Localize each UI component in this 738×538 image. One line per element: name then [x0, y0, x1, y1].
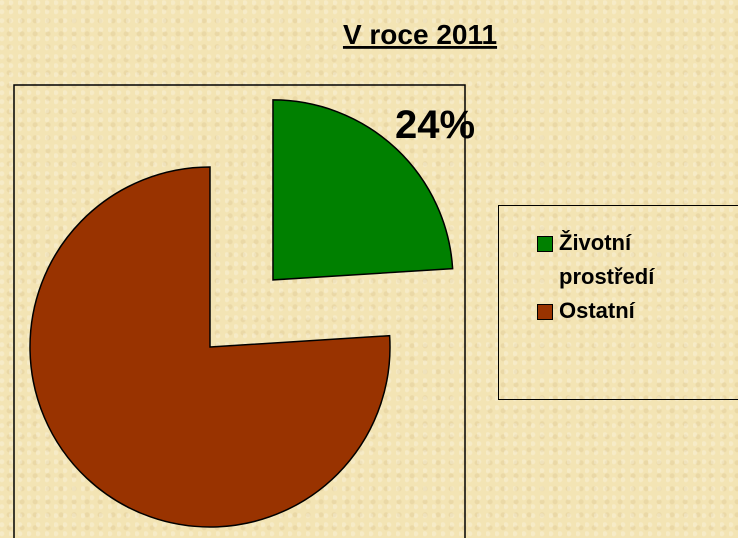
legend-label: Ostatní: [559, 298, 635, 323]
chart-title: V roce 2011: [343, 19, 497, 50]
data-label: 24%: [395, 103, 475, 147]
legend-label: Životní prostředí: [559, 230, 655, 289]
legend: Životní prostředí Ostatní: [498, 205, 738, 400]
legend-swatch: [537, 304, 553, 320]
legend-swatch: [537, 236, 553, 252]
plot-area: [13, 84, 466, 538]
pie-slice: [29, 166, 391, 528]
legend-entry: Ostatní: [537, 294, 738, 328]
pie-slice: [272, 99, 454, 281]
legend-entry: Životní prostředí: [537, 226, 738, 294]
